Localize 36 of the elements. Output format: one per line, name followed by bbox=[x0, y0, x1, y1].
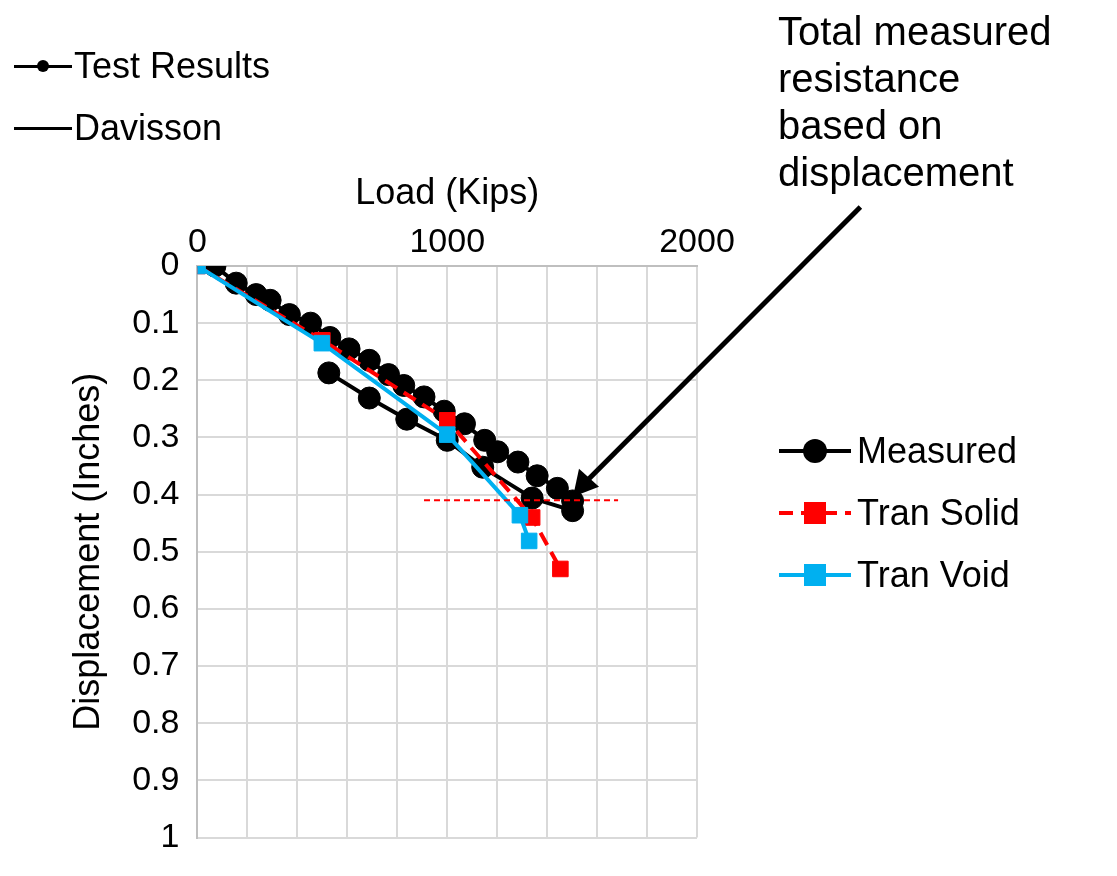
y-tick-label: 0.6 bbox=[132, 587, 180, 626]
y-tick-label: 0.7 bbox=[132, 644, 180, 683]
point bbox=[552, 560, 569, 578]
point bbox=[525, 464, 549, 488]
x-tick-label: 2000 bbox=[659, 220, 735, 259]
point bbox=[506, 450, 530, 474]
point bbox=[412, 385, 436, 409]
y-tick-label: 0.5 bbox=[132, 530, 180, 569]
point bbox=[520, 486, 544, 510]
point bbox=[357, 386, 381, 410]
point bbox=[511, 506, 529, 524]
x-tick-label: 0 bbox=[188, 220, 207, 259]
y-tick-label: 1 bbox=[160, 815, 180, 854]
legend-label: Tran Void bbox=[857, 554, 1010, 596]
text: Davisson bbox=[74, 107, 223, 149]
point bbox=[395, 407, 419, 431]
text: Test Results bbox=[74, 45, 271, 87]
point bbox=[545, 476, 569, 500]
y-tick-label: 0 bbox=[160, 244, 180, 283]
y-tick-label: 0.8 bbox=[132, 701, 180, 740]
text: Total measured resistance based on displacement bbox=[778, 8, 1053, 196]
y-tick-label: 0.2 bbox=[132, 358, 180, 397]
y-tick-label: 0.1 bbox=[132, 301, 180, 340]
legend-label: Tran Solid bbox=[857, 492, 1020, 534]
point bbox=[520, 532, 538, 550]
y-tick-label: 0.9 bbox=[132, 758, 180, 797]
x-axis-title: Load (Kips) bbox=[355, 170, 540, 212]
legend-label: Measured bbox=[857, 430, 1018, 472]
point bbox=[357, 348, 381, 372]
x-tick-label: 1000 bbox=[409, 220, 486, 259]
point bbox=[317, 361, 341, 385]
y-tick-label: 0.3 bbox=[132, 415, 180, 454]
y-axis-title: Displacement (Inches) bbox=[65, 372, 107, 731]
y-tick-label: 0.4 bbox=[132, 473, 180, 512]
point bbox=[299, 311, 323, 335]
point bbox=[486, 440, 510, 464]
